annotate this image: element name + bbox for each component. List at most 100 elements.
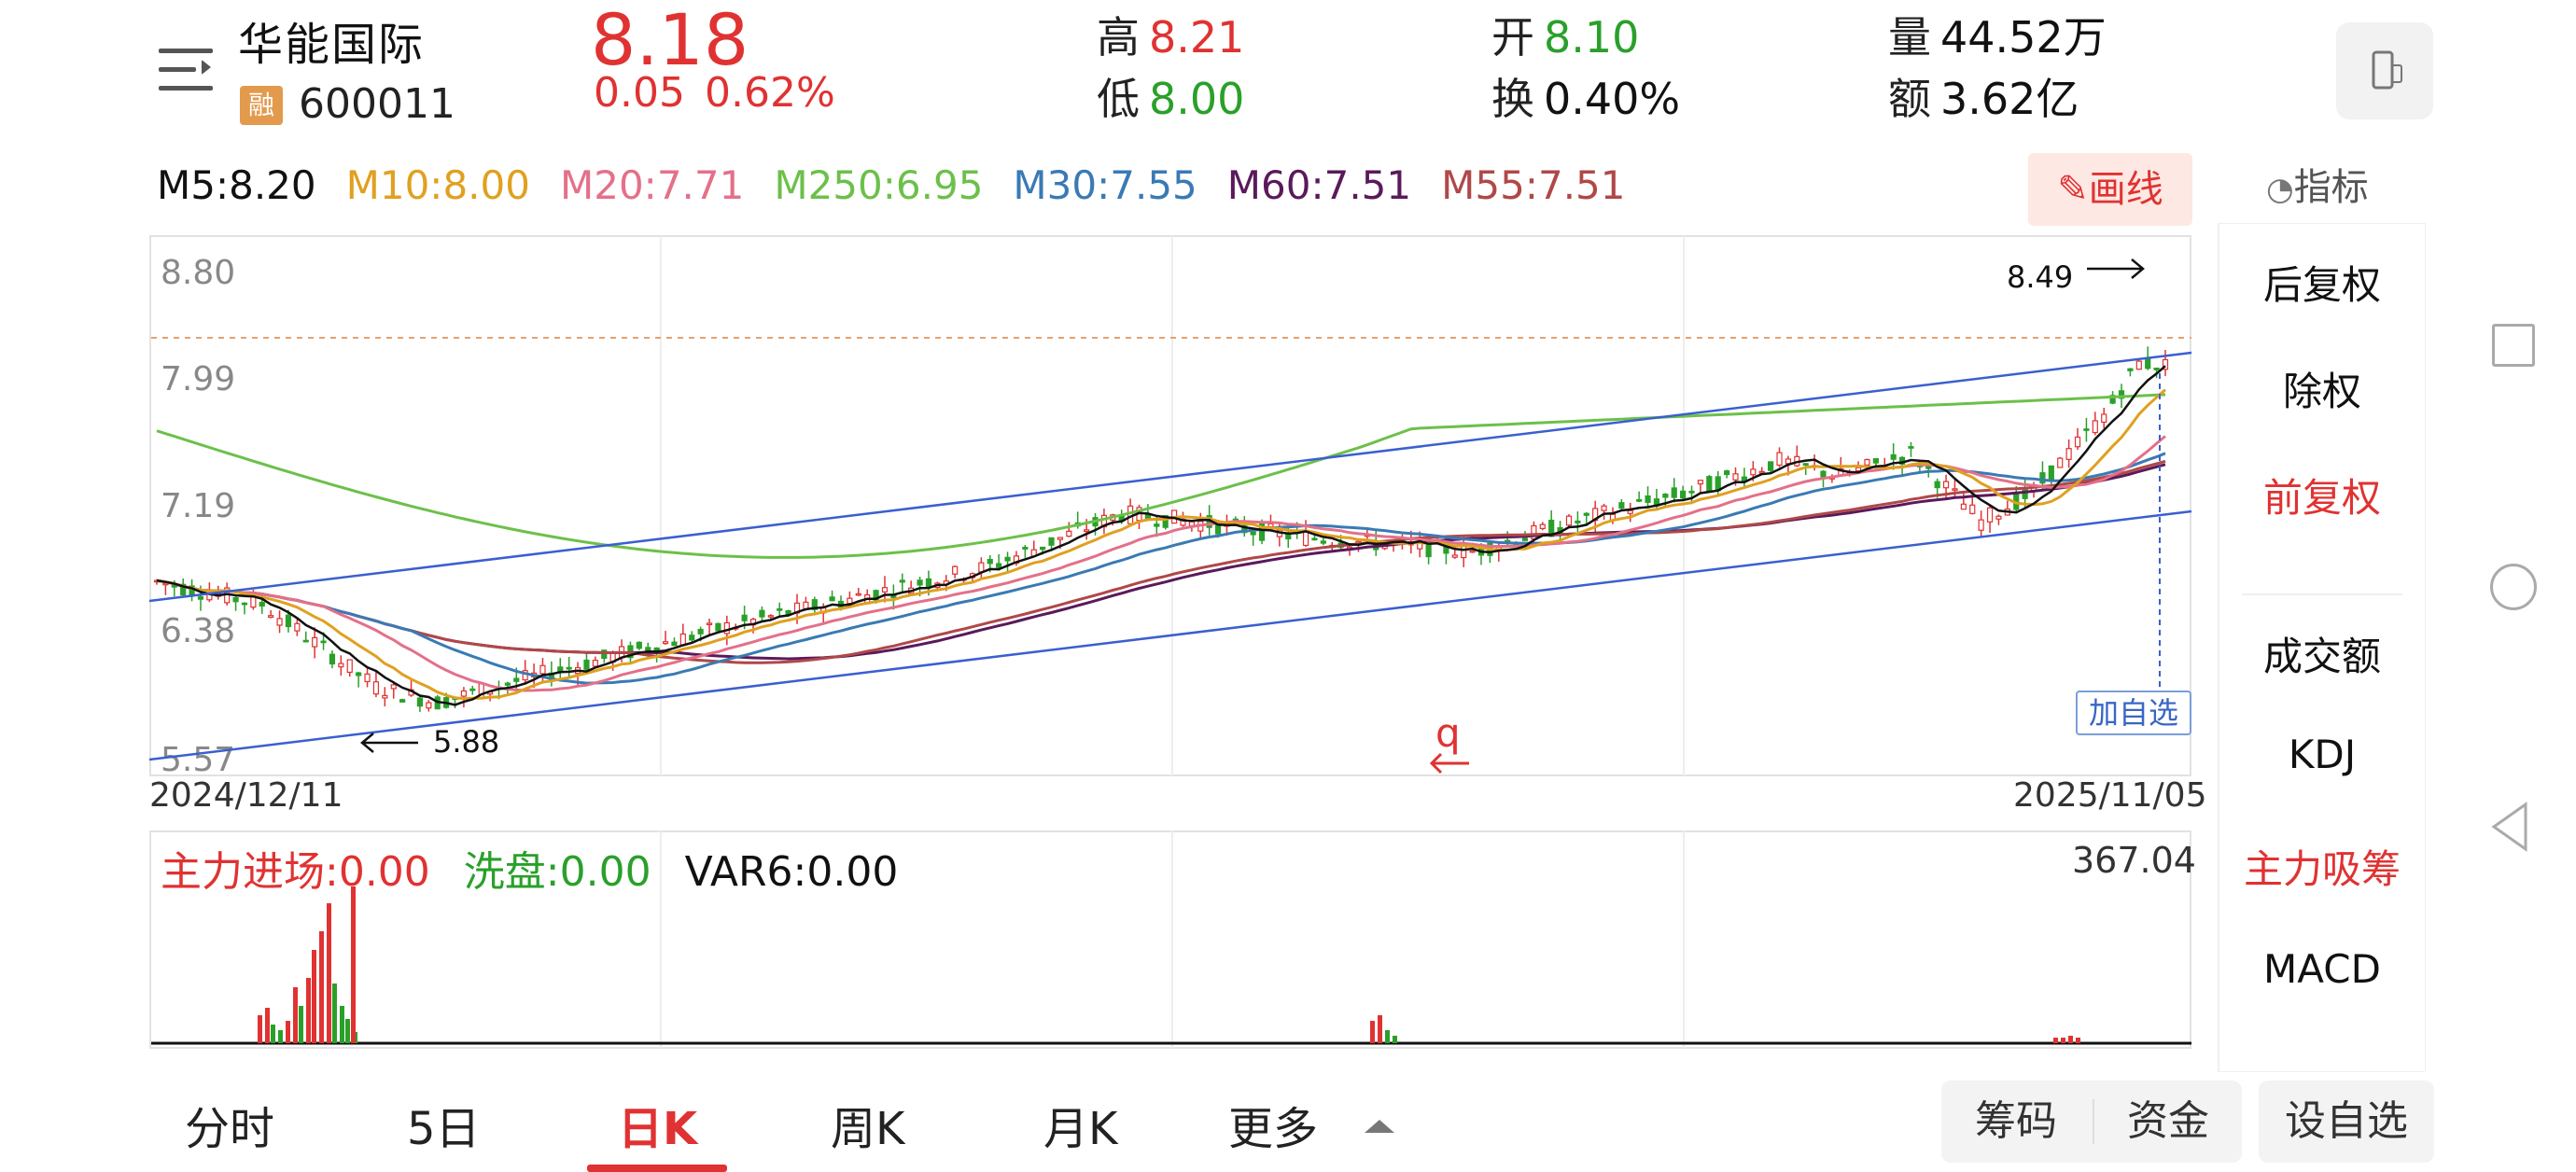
indicator-bar — [340, 1006, 344, 1043]
indicator-bar — [319, 931, 324, 1043]
ma-label: M5:8.20 — [157, 162, 316, 208]
candle-body — [1022, 547, 1029, 550]
panel-item[interactable]: MACD — [2263, 946, 2381, 992]
caret-up-icon[interactable] — [1365, 1120, 1394, 1133]
zljc-value: 主力进场:0.00 — [161, 848, 430, 896]
kline-chart[interactable]: 8.80 7.99 7.19 6.38 5.57 8.49 5.88 q — [149, 235, 2195, 776]
y-tick-label: 8.80 — [161, 254, 235, 292]
candle-body — [1724, 470, 1730, 476]
candle-body — [1627, 509, 1633, 514]
panel-item[interactable]: 后复权 — [2262, 262, 2381, 308]
candle-body — [2092, 420, 2098, 434]
candle-body — [2118, 390, 2125, 399]
candle-body — [566, 666, 572, 670]
candle-body — [1040, 546, 1046, 551]
candle-body — [1311, 537, 1318, 541]
candle-body — [881, 587, 889, 593]
indicator-bar — [332, 984, 337, 1043]
tab-5[interactable]: 更多 — [1228, 1103, 1319, 1155]
tab-0[interactable]: 分时 — [185, 1103, 275, 1155]
candle-body — [180, 583, 187, 596]
var6-value: VAR6:0.00 — [684, 848, 899, 896]
candle-body — [1671, 487, 1677, 498]
indicator-bar — [306, 978, 311, 1043]
start-date: 2024/12/11 — [149, 776, 343, 815]
candle-body — [1750, 468, 1757, 476]
arrow-left-icon — [1429, 752, 1469, 774]
panel-item[interactable]: 成交额 — [2262, 634, 2381, 679]
open-stat: 开 8.10 — [1491, 12, 1640, 63]
menu-icon[interactable] — [159, 49, 213, 93]
candle-body — [925, 578, 932, 588]
candle-body — [312, 636, 318, 648]
candle-body — [1986, 507, 1994, 523]
set-favorite-button[interactable]: 设自选 — [2259, 1081, 2434, 1163]
candle-body — [899, 579, 905, 583]
candle-body — [1601, 505, 1607, 511]
back-icon[interactable] — [2488, 799, 2535, 855]
candle-body — [1855, 467, 1862, 472]
end-date: 2025/11/05 — [2013, 776, 2207, 815]
candle-body — [1908, 446, 1914, 449]
candle-body — [2127, 368, 2134, 371]
draw-line-button[interactable]: ✎画线 — [2028, 153, 2192, 226]
ma-label: M20:7.71 — [559, 162, 745, 208]
arrow-left-icon — [360, 732, 418, 753]
home-icon[interactable] — [2490, 564, 2537, 610]
candle-body — [697, 628, 704, 635]
ma-label: M60:7.51 — [1226, 162, 1412, 208]
candle-body — [1004, 556, 1011, 562]
landscape-toggle-button[interactable] — [2336, 22, 2433, 119]
indicator-bar — [286, 1021, 290, 1043]
margin-badge: 融 — [240, 86, 283, 125]
candle-body — [1688, 490, 1695, 494]
candle-body — [662, 641, 669, 645]
add-favorite-button[interactable]: 加自选 — [2076, 691, 2191, 735]
chips-button[interactable]: 筹码 — [1975, 1097, 2057, 1145]
panel-item[interactable]: KDJ — [2288, 732, 2357, 777]
recent-apps-icon[interactable] — [2492, 324, 2535, 367]
candle-body — [285, 614, 292, 628]
ma-label: M30:7.55 — [1013, 162, 1197, 208]
low-stat: 低 8.00 — [1097, 74, 1245, 124]
tab-3[interactable]: 周K — [831, 1103, 905, 1155]
candle-body — [1732, 473, 1739, 481]
indicator-chart[interactable] — [149, 830, 2195, 1051]
candle-body — [390, 684, 397, 690]
panel-item[interactable]: 前复权 — [2262, 475, 2381, 521]
y-tick-label: 6.38 — [161, 612, 235, 650]
candle-body — [2153, 367, 2160, 370]
candle-body — [767, 615, 774, 618]
arrow-right-icon — [2087, 258, 2145, 279]
candle-body — [1680, 490, 1687, 499]
panel-item[interactable]: 除权 — [2282, 369, 2361, 414]
candle-body — [1662, 494, 1669, 498]
candle-body — [2101, 413, 2107, 423]
candle-body — [241, 602, 248, 606]
candle-body — [1802, 463, 1809, 466]
candle-body — [1697, 480, 1704, 485]
tab-4[interactable]: 月K — [1043, 1103, 1118, 1155]
tab-1[interactable]: 5日 — [407, 1103, 481, 1155]
active-tab-indicator — [587, 1165, 727, 1172]
y-tick-label: 7.99 — [161, 360, 235, 398]
candle-body — [1250, 531, 1256, 536]
candle-body — [917, 579, 923, 586]
candle-body — [1451, 554, 1458, 558]
indicator-bar — [2076, 1038, 2080, 1043]
indicator-button[interactable]: ◔指标 — [2266, 166, 2369, 209]
candle-body — [1706, 476, 1713, 492]
tab-2[interactable]: 日K — [618, 1103, 698, 1155]
ma5-line — [156, 365, 2166, 706]
candle-body — [847, 597, 853, 605]
candle-body — [1618, 502, 1625, 509]
panel-item[interactable]: 主力吸筹 — [2243, 846, 2401, 892]
candle-body — [1978, 519, 1984, 531]
candle-body — [1162, 515, 1169, 528]
candle-body — [759, 609, 765, 618]
indicator-bar — [1370, 1021, 1375, 1043]
candle-body — [1636, 499, 1643, 502]
candle-body — [1776, 452, 1783, 467]
funds-button[interactable]: 资金 — [2127, 1097, 2209, 1145]
candle-body — [329, 653, 336, 665]
